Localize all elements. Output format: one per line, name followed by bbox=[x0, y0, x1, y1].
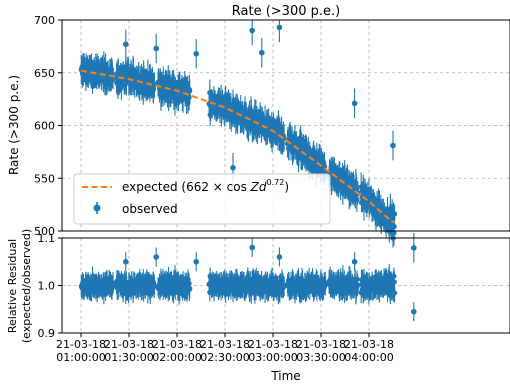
residual-y-axis-label-line2: (expected/observed) bbox=[20, 229, 33, 343]
xtick-date-2: 21-03-18 bbox=[152, 338, 202, 351]
main-ytick-label-2: 600 bbox=[34, 120, 55, 133]
xtick-date-1: 21-03-18 bbox=[104, 338, 154, 351]
res-outlier-point-7 bbox=[411, 308, 417, 315]
main-ytick-label-1: 550 bbox=[34, 172, 55, 185]
xtick-time-3: 02:30:00 bbox=[200, 351, 249, 364]
res-outlier-point-0 bbox=[123, 258, 129, 265]
res-outlier-point-5 bbox=[351, 258, 358, 265]
res-point-290 bbox=[187, 285, 193, 292]
residual-y-ticks: 0.9 1.0 1.1 bbox=[38, 232, 62, 340]
residual-y-axis-label-line1: Relative Residual bbox=[6, 239, 19, 333]
main-y-axis-label: Rate (>300 p.e.) bbox=[7, 75, 21, 175]
xtick-time-2: 02:00:00 bbox=[152, 351, 201, 364]
xtick-date-0: 21-03-18 bbox=[56, 338, 106, 351]
xtick-time-0: 01:00:00 bbox=[56, 351, 105, 364]
x-axis-label: Time bbox=[270, 369, 300, 383]
xtick-time-1: 01:30:00 bbox=[104, 351, 153, 364]
xtick-date-4: 21-03-18 bbox=[248, 338, 298, 351]
legend-observed-label: observed bbox=[122, 202, 178, 216]
res-outlier-point-3 bbox=[249, 244, 255, 251]
xtick-time-6: 04:00:00 bbox=[344, 351, 393, 364]
legend-expected-label: expected (662 × cos Zd0.72) bbox=[122, 178, 289, 194]
outlier-point-6 bbox=[351, 100, 358, 107]
xtick-time-5: 03:30:00 bbox=[296, 351, 345, 364]
residual-series bbox=[78, 235, 417, 322]
x-ticks: 21-03-1801:00:0021-03-1801:30:0021-03-18… bbox=[56, 333, 394, 364]
res-ytick-label-2: 1.1 bbox=[38, 232, 56, 245]
legend-box bbox=[73, 173, 331, 225]
res-outlier-point-2 bbox=[193, 258, 199, 265]
outlier-point-8 bbox=[411, 245, 417, 251]
outlier-point-5 bbox=[276, 24, 283, 31]
obs-point-290 bbox=[187, 88, 193, 94]
res-outlier-point-4 bbox=[276, 254, 283, 260]
res-point-791 bbox=[392, 290, 398, 296]
res-ytick-label-0: 0.9 bbox=[38, 327, 56, 340]
outlier-point-0 bbox=[123, 41, 129, 48]
xtick-date-6: 21-03-18 bbox=[344, 338, 394, 351]
outlier-point-9 bbox=[230, 164, 236, 171]
obs-point-791 bbox=[392, 211, 398, 217]
outlier-point-3 bbox=[249, 27, 255, 34]
obs-point-790 bbox=[391, 223, 397, 230]
main-ytick-label-0: 500 bbox=[34, 225, 55, 238]
main-observed-series bbox=[78, 20, 417, 263]
obs-point-504 bbox=[281, 135, 287, 141]
main-ytick-label-3: 650 bbox=[34, 67, 55, 80]
res-point-695 bbox=[355, 282, 361, 288]
outlier-point-1 bbox=[153, 45, 159, 52]
xtick-date-3: 21-03-18 bbox=[200, 338, 250, 351]
xtick-date-5: 21-03-18 bbox=[296, 338, 346, 351]
res-ytick-label-1: 1.0 bbox=[38, 280, 56, 293]
legend: expected (662 × cos Zd0.72) observed bbox=[73, 173, 331, 225]
outlier-point-4 bbox=[259, 49, 265, 56]
main-y-ticks: 500 550 600 650 700 bbox=[34, 14, 62, 238]
outlier-point-2 bbox=[193, 50, 199, 57]
outlier-point-7 bbox=[390, 142, 396, 149]
chart-title: Rate (>300 p.e.) bbox=[232, 4, 340, 19]
xtick-time-4: 03:00:00 bbox=[248, 351, 297, 364]
res-point-790 bbox=[391, 279, 397, 285]
expected-curve bbox=[80, 69, 396, 224]
legend-observed-marker bbox=[93, 204, 101, 212]
main-ytick-label-4: 700 bbox=[34, 14, 55, 27]
res-outlier-point-1 bbox=[153, 254, 159, 260]
